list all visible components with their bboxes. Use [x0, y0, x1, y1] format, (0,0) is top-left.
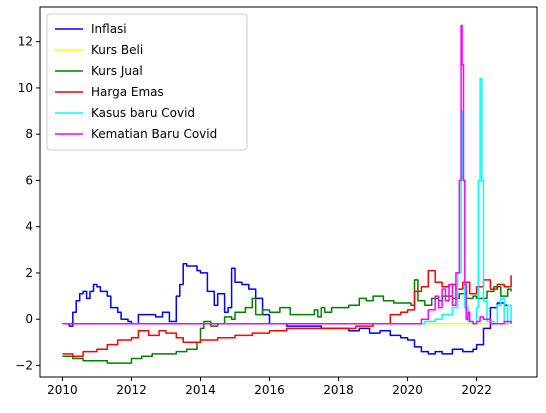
y-tick-label: −2 [15, 358, 33, 372]
x-tick-label: 2022 [461, 383, 492, 397]
series-line-4 [62, 269, 512, 357]
y-tick-label: 6 [25, 173, 33, 187]
y-tick-label: 12 [18, 35, 33, 49]
x-tick-label: 2014 [185, 383, 216, 397]
y-axis: −2 0 2 4 6 8 10 12 [15, 35, 40, 372]
x-tick-label: 2020 [392, 383, 423, 397]
series-layer [62, 24, 512, 364]
legend-label: Kasus baru Covid [91, 106, 195, 120]
x-axis: 2010 2012 2014 2016 2018 2020 2022 [47, 377, 492, 397]
x-tick-label: 2010 [47, 383, 78, 397]
y-tick-label: 8 [25, 127, 33, 141]
series-line-6 [62, 24, 512, 325]
legend-label: Harga Emas [91, 85, 164, 99]
x-tick-label: 2012 [116, 383, 147, 397]
y-tick-label: 4 [25, 220, 33, 234]
x-tick-label: 2016 [254, 383, 285, 397]
y-tick-label: 10 [18, 81, 33, 95]
legend-label: Inflasi [91, 22, 127, 36]
series-line-1 [62, 262, 512, 355]
legend-label: Kematian Baru Covid [91, 127, 217, 141]
y-tick-label: 2 [25, 266, 33, 280]
y-tick-label: 0 [25, 312, 33, 326]
plot-frame [39, 6, 538, 378]
x-tick-label: 2018 [323, 383, 354, 397]
legend-box [46, 13, 248, 151]
legend-label: Kurs Beli [91, 43, 143, 57]
legend-label: Kurs Jual [91, 64, 143, 78]
legend: Inflasi Kurs Beli Kurs Jual Harga Emas Kasus… [46, 13, 248, 151]
